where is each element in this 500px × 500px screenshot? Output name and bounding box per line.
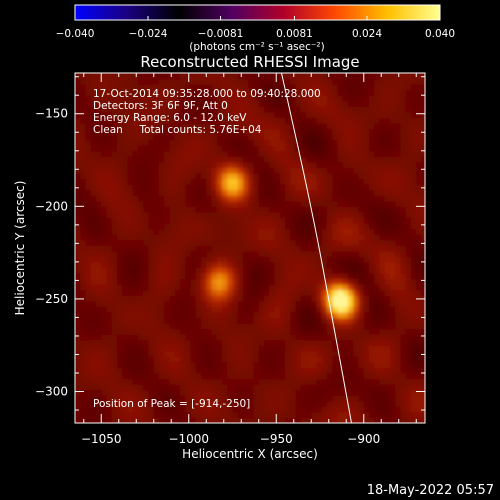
- y-tick-label: −300: [35, 385, 68, 399]
- annotation-energy-range: Energy Range: 6.0 - 12.0 keV: [93, 112, 247, 124]
- y-axis-label: Heliocentric Y (arcsec): [13, 181, 27, 316]
- annotation-time-range: 17-Oct-2014 09:35:28.000 to 09:40:28.000: [93, 88, 321, 100]
- colorbar-ticks: −0.040 −0.024 −0.0081 0.0081 0.024 0.040: [56, 16, 455, 40]
- plot-frame: [74, 72, 426, 424]
- colorbar-tick-label: −0.040: [56, 28, 95, 40]
- colorbar-unit-label: (photons cm⁻² s⁻¹ asec⁻²): [189, 41, 324, 53]
- annotation-detectors: Detectors: 3F 6F 9F, Att 0: [93, 100, 228, 112]
- colorbar-tick-label: 0.0081: [276, 28, 313, 40]
- x-tick-label: −900: [347, 432, 380, 446]
- y-tick-label: −250: [35, 292, 68, 306]
- x-axis-label: Heliocentric X (arcsec): [182, 447, 318, 461]
- y-axis-ticks: −150 −200 −250 −300: [35, 76, 425, 411]
- colorbar-tick-label: −0.0081: [198, 28, 244, 40]
- solar-limb-line: [281, 73, 352, 423]
- x-axis-ticks: −1050 −1000 −950 −900: [81, 73, 417, 446]
- x-tick-label: −950: [260, 432, 293, 446]
- annotation-peak-position: Position of Peak = [-914,-250]: [93, 398, 250, 410]
- chart-title: Reconstructed RHESSI Image: [140, 53, 359, 71]
- footer-timestamp: 18-May-2022 05:57: [367, 483, 494, 498]
- heatmap-image: [75, 73, 425, 423]
- colorbar: [74, 4, 441, 21]
- y-tick-label: −150: [35, 107, 68, 121]
- annotation-clean-counts: Clean Total counts: 5.76E+04: [93, 124, 262, 136]
- colorbar-tick-label: 0.040: [425, 28, 455, 40]
- x-tick-label: −1000: [168, 432, 209, 446]
- colorbar-tick-label: 0.024: [352, 28, 382, 40]
- y-tick-label: −200: [35, 199, 68, 213]
- x-tick-label: −1050: [81, 432, 122, 446]
- colorbar-tick-label: −0.024: [129, 28, 168, 40]
